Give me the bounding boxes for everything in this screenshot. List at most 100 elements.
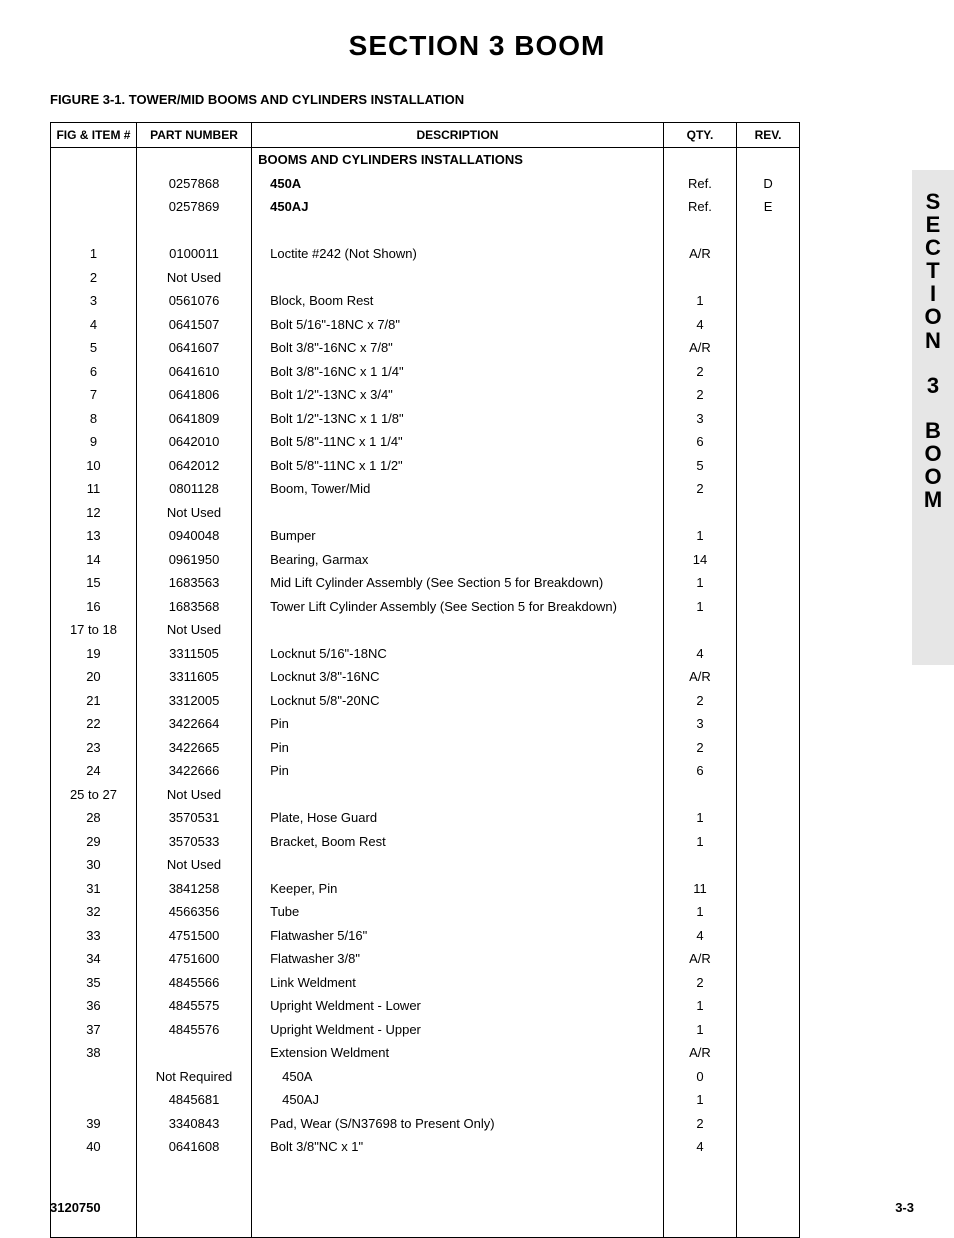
cell-part: Not Used (136, 266, 251, 290)
cell-part: 4845575 (136, 994, 251, 1018)
side-tab-char: I (930, 282, 936, 305)
cell-fig: 5 (51, 336, 137, 360)
table-row: 30561076Block, Boom Rest1 (51, 289, 800, 313)
cell-qty (663, 501, 736, 525)
cell-fig: 29 (51, 830, 137, 854)
cell-rev (737, 477, 800, 501)
side-tab-char: B (925, 419, 941, 442)
cell-qty: 2 (663, 971, 736, 995)
cell-rev (737, 877, 800, 901)
table-row: 38Extension WeldmentA/R (51, 1041, 800, 1065)
cell-qty: 4 (663, 313, 736, 337)
cell-qty: 4 (663, 924, 736, 948)
parts-table: FIG & ITEM # PART NUMBER DESCRIPTION QTY… (50, 122, 800, 1238)
cell-qty: 2 (663, 1112, 736, 1136)
cell-rev: E (737, 195, 800, 219)
cell-qty: 1 (663, 806, 736, 830)
table-row: Not Required450A0 (51, 1065, 800, 1089)
cell-fig: 17 to 18 (51, 618, 137, 642)
cell-qty: 6 (663, 430, 736, 454)
cell-qty: 11 (663, 877, 736, 901)
cell-desc: Loctite #242 (Not Shown) (252, 242, 664, 266)
cell-desc: Bracket, Boom Rest (252, 830, 664, 854)
table-row: 283570531Plate, Hose Guard1 (51, 806, 800, 830)
cell-desc: Bolt 3/8"NC x 1" (252, 1135, 664, 1237)
cell-part: 0642012 (136, 454, 251, 478)
cell-rev (737, 783, 800, 807)
cell-fig: 38 (51, 1041, 137, 1065)
table-row: 0257869450AJRef.E (51, 195, 800, 219)
cell-part: 0641608 (136, 1135, 251, 1237)
cell-part: 4566356 (136, 900, 251, 924)
cell-desc: Pad, Wear (S/N37698 to Present Only) (252, 1112, 664, 1136)
table-row: 400641608Bolt 3/8"NC x 1"4 (51, 1135, 800, 1237)
cell-qty: A/R (663, 1041, 736, 1065)
cell-part: Not Used (136, 783, 251, 807)
cell-fig: 37 (51, 1018, 137, 1042)
cell-part: 3422666 (136, 759, 251, 783)
cell-qty: A/R (663, 336, 736, 360)
col-header-rev: REV. (737, 123, 800, 148)
cell-desc: Keeper, Pin (252, 877, 664, 901)
cell-desc: 450A (252, 172, 664, 196)
cell-desc: Locknut 3/8"-16NC (252, 665, 664, 689)
table-row: 364845575Upright Weldment - Lower1 (51, 994, 800, 1018)
table-row: 223422664Pin3 (51, 712, 800, 736)
table-row: 80641809Bolt 1/2"-13NC x 1 1/8"3 (51, 407, 800, 431)
cell-fig: 13 (51, 524, 137, 548)
cell-desc: Locknut 5/8"-20NC (252, 689, 664, 713)
cell-qty: 2 (663, 736, 736, 760)
cell-rev (737, 1088, 800, 1112)
cell-desc: Bolt 5/16"-18NC x 7/8" (252, 313, 664, 337)
cell-desc: Flatwasher 3/8" (252, 947, 664, 971)
cell-desc: Tower Lift Cylinder Assembly (See Sectio… (252, 595, 664, 619)
cell-rev (737, 665, 800, 689)
table-row: 110801128Boom, Tower/Mid2 (51, 477, 800, 501)
cell-qty: 1 (663, 595, 736, 619)
cell-fig: 8 (51, 407, 137, 431)
cell-fig (51, 1065, 137, 1089)
cell-desc: Bolt 5/8"-11NC x 1 1/4" (252, 430, 664, 454)
cell-part: 0642010 (136, 430, 251, 454)
cell-fig: 16 (51, 595, 137, 619)
cell-rev: D (737, 172, 800, 196)
cell-rev (737, 1041, 800, 1065)
cell-fig: 3 (51, 289, 137, 313)
cell-qty: 4 (663, 642, 736, 666)
cell-part: 0940048 (136, 524, 251, 548)
col-header-desc: DESCRIPTION (252, 123, 664, 148)
cell-fig: 20 (51, 665, 137, 689)
table-row: 151683563Mid Lift Cylinder Assembly (See… (51, 571, 800, 595)
cell-fig: 24 (51, 759, 137, 783)
cell-qty: 2 (663, 383, 736, 407)
cell-rev (737, 618, 800, 642)
cell-qty: 3 (663, 712, 736, 736)
cell-qty: 1 (663, 830, 736, 854)
cell-fig: 23 (51, 736, 137, 760)
table-row: 203311605Locknut 3/8"-16NCA/R (51, 665, 800, 689)
table-row: BOOMS AND CYLINDERS INSTALLATIONS (51, 148, 800, 172)
cell-qty: 1 (663, 994, 736, 1018)
cell-fig: 35 (51, 971, 137, 995)
cell-fig: 32 (51, 900, 137, 924)
cell-desc: Pin (252, 759, 664, 783)
table-row: 374845576Upright Weldment - Upper1 (51, 1018, 800, 1042)
cell-desc: Boom, Tower/Mid (252, 477, 664, 501)
table-header-row: FIG & ITEM # PART NUMBER DESCRIPTION QTY… (51, 123, 800, 148)
cell-desc: Bolt 3/8"-16NC x 1 1/4" (252, 360, 664, 384)
cell-rev (737, 313, 800, 337)
cell-qty: 1 (663, 1088, 736, 1112)
table-row: 161683568Tower Lift Cylinder Assembly (S… (51, 595, 800, 619)
cell-desc: Bearing, Garmax (252, 548, 664, 572)
cell-fig: 10 (51, 454, 137, 478)
cell-qty: A/R (663, 665, 736, 689)
cell-desc (252, 266, 664, 290)
cell-rev (737, 336, 800, 360)
cell-qty (663, 148, 736, 172)
cell-qty: Ref. (663, 195, 736, 219)
cell-desc: Pin (252, 712, 664, 736)
table-row: 243422666Pin6 (51, 759, 800, 783)
cell-fig (51, 172, 137, 196)
cell-desc (252, 783, 664, 807)
cell-rev (737, 360, 800, 384)
